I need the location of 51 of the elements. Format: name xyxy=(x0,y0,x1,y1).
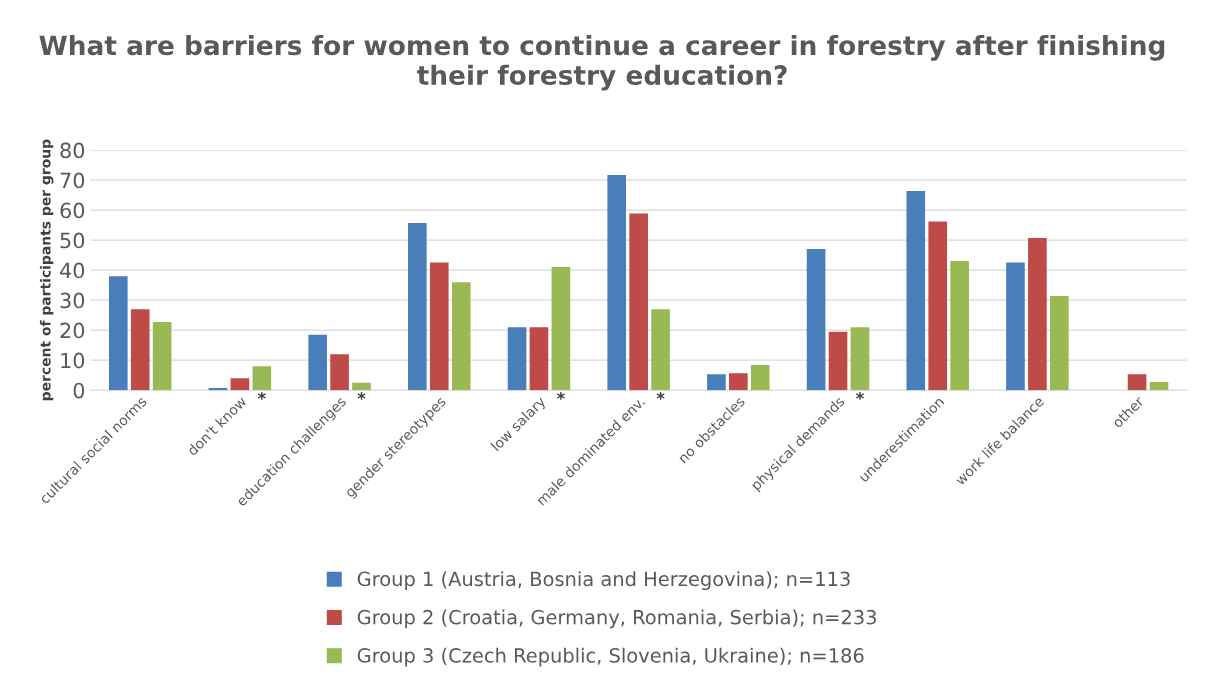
bar xyxy=(252,366,272,391)
bar xyxy=(629,213,648,391)
bar xyxy=(651,309,670,391)
bar xyxy=(529,327,549,391)
text: * xyxy=(855,392,864,400)
bar xyxy=(308,334,327,391)
bar xyxy=(1149,382,1169,391)
bar xyxy=(806,249,826,391)
bar xyxy=(108,276,128,391)
bar xyxy=(828,331,848,391)
bar xyxy=(707,374,726,391)
bar xyxy=(1050,295,1069,391)
y-tick-label: 0 xyxy=(73,382,85,399)
text: * xyxy=(257,392,266,400)
bar xyxy=(152,322,172,391)
bar xyxy=(928,221,948,391)
y-axis-title: percent of participants per group xyxy=(39,139,54,401)
legend-label: Group 3 (Czech Republic, Slovenia, Ukraine); n=186 xyxy=(357,647,864,667)
bar xyxy=(950,261,969,391)
text: * xyxy=(656,392,665,400)
bar xyxy=(208,388,228,391)
legend-label: Group 1 (Austria, Bosnia and Herzegovina); n=113 xyxy=(357,571,850,591)
bar xyxy=(551,267,571,391)
bar xyxy=(352,382,371,391)
bar xyxy=(230,378,250,391)
bar xyxy=(330,354,349,391)
y-tick-label: 60 xyxy=(60,202,85,219)
chart-title: What are barriers for women to continue a career in forestry after finishing their forestry education? xyxy=(39,34,1165,91)
y-tick-label: 50 xyxy=(60,232,85,249)
y-tick-label: 40 xyxy=(60,262,85,279)
y-tick-label: 70 xyxy=(60,172,85,189)
y-tick-label: 30 xyxy=(60,292,85,309)
y-tick-label: 20 xyxy=(60,322,85,339)
bar xyxy=(607,174,627,391)
bar xyxy=(408,223,427,391)
bar xyxy=(130,309,150,391)
legend-label: Group 2 (Croatia, Germany, Romania, Serbia); n=233 xyxy=(357,609,876,629)
y-tick-label: 10 xyxy=(61,352,85,369)
bar xyxy=(906,190,926,391)
bar xyxy=(1028,238,1047,391)
bar xyxy=(507,327,527,391)
bar xyxy=(1127,374,1147,391)
bar xyxy=(429,262,449,391)
text: * xyxy=(357,392,366,400)
bar xyxy=(729,373,748,391)
bar xyxy=(451,282,471,391)
text: * xyxy=(556,392,565,400)
bar xyxy=(750,364,770,391)
bar xyxy=(850,327,870,391)
y-tick-label: 80 xyxy=(60,142,85,159)
bar xyxy=(1006,262,1025,391)
